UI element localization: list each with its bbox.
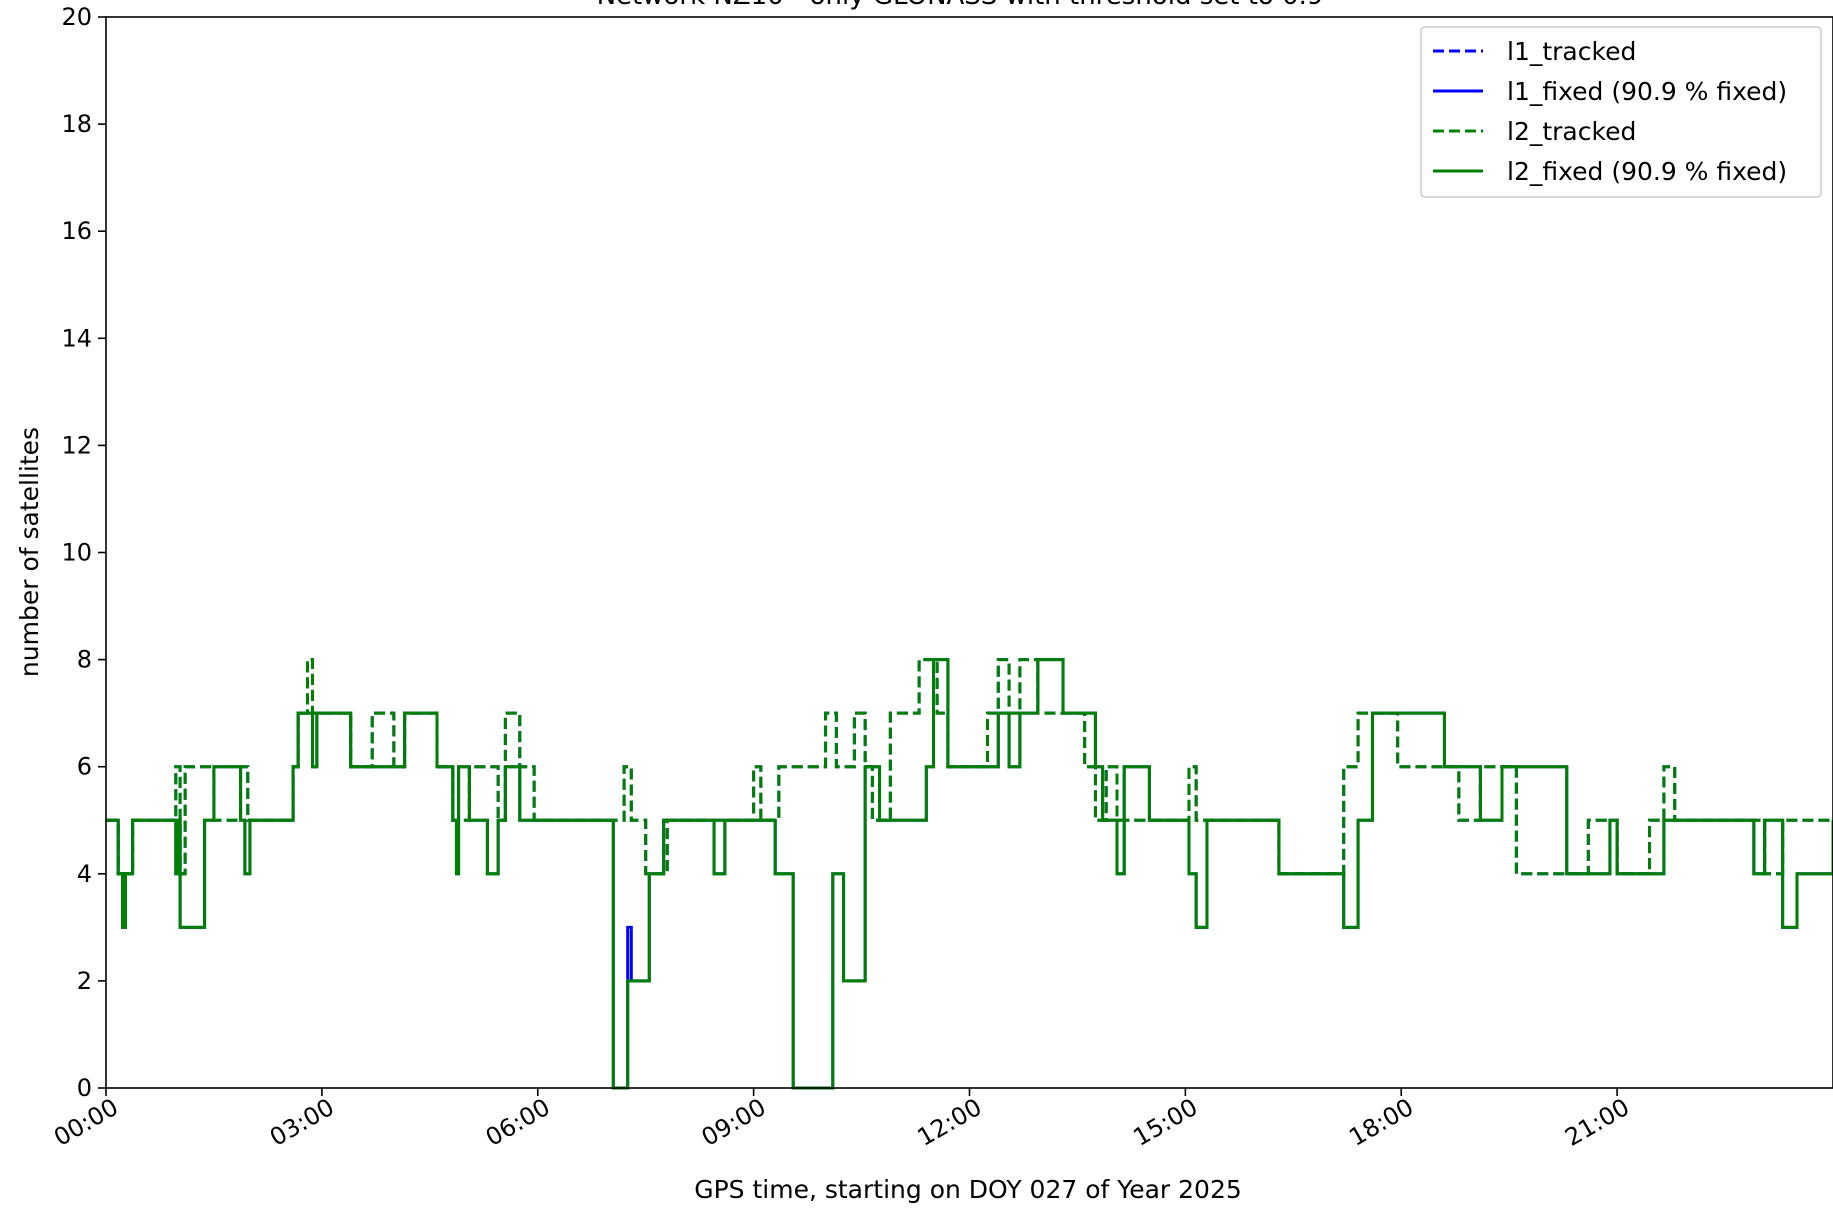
legend-box [1420, 26, 1822, 198]
legend-entry: l2_fixed (90.9 % fixed) [1507, 157, 1787, 186]
series-line-l2-tracked [106, 658, 1833, 929]
legend-entry: l1_fixed (90.9 % fixed) [1507, 77, 1787, 106]
x-axis: 00:00 03:00 06:00 09:00 12:00 15:00 18:00 21:00 [49, 1088, 1634, 1152]
x-tick-label: 18:00 [1344, 1093, 1418, 1152]
y-tick-label: 12 [61, 431, 92, 459]
y-tick-label: 2 [77, 967, 92, 995]
x-tick-label: 03:00 [265, 1093, 339, 1152]
legend: l1_tracked l1_fixed (90.9 % fixed) l2_trac… [1420, 26, 1822, 198]
y-tick-label: 18 [61, 110, 92, 138]
x-tick-label: 06:00 [481, 1093, 555, 1152]
y-tick-label: 16 [61, 217, 92, 245]
x-tick-label: 15:00 [1128, 1093, 1202, 1152]
legend-entry: l2_tracked [1507, 117, 1636, 146]
legend-entry: l1_tracked [1507, 37, 1636, 66]
x-axis-label: GPS time, starting on DOY 027 of Year 20… [694, 1175, 1242, 1204]
y-tick-label: 4 [77, 860, 92, 888]
y-tick-label: 0 [77, 1074, 92, 1102]
series-layer [106, 658, 1833, 1090]
x-tick-label: 09:00 [697, 1093, 771, 1152]
y-tick-label: 10 [61, 539, 92, 567]
y-axis-label: number of satellites [15, 427, 44, 677]
y-axis: 0 2 4 6 8 10 12 14 16 18 20 [61, 3, 106, 1102]
x-tick-label: 12:00 [913, 1093, 987, 1152]
y-tick-label: 6 [77, 753, 92, 781]
series-line-l2-fixed [106, 658, 1833, 1090]
y-tick-label: 14 [61, 324, 92, 352]
y-tick-label: 20 [61, 3, 92, 31]
chart-title: Network NZ10 - only GLONASS with thresho… [597, 0, 1324, 11]
y-tick-label: 8 [77, 646, 92, 674]
series-line-l1-tracked [106, 658, 1833, 929]
x-tick-label: 21:00 [1560, 1093, 1634, 1152]
